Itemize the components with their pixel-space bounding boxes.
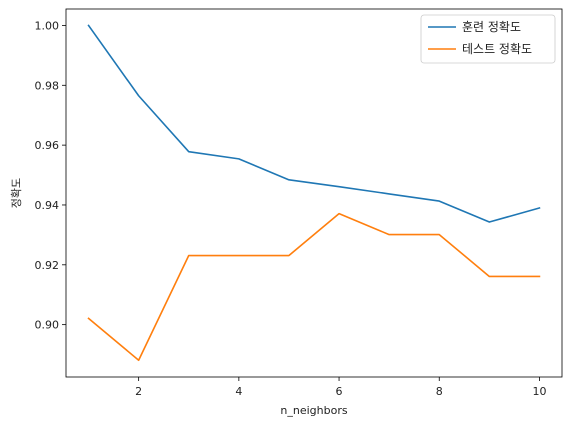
legend-label-test: 테스트 정확도 — [462, 42, 532, 56]
series-line-train — [87, 24, 541, 223]
axes-layer: 2 4 6 8 10 0.90 0.92 0.94 0.96 0.98 1.00 — [35, 19, 547, 398]
x-tick-label: 8 — [436, 385, 443, 398]
y-tick-label: 0.90 — [35, 319, 60, 332]
series-line-test — [87, 212, 541, 362]
y-tick-label: 0.96 — [35, 139, 60, 152]
y-tick-label: 1.00 — [35, 19, 60, 32]
x-tick-label: 4 — [235, 385, 242, 398]
x-tick-label: 6 — [336, 385, 343, 398]
y-tick-label: 0.98 — [35, 79, 60, 92]
y-tick-label: 0.92 — [35, 259, 60, 272]
series-layer — [87, 24, 541, 362]
legend: 훈련 정확도 테스트 정확도 — [420, 14, 556, 64]
legend-label-train: 훈련 정확도 — [462, 20, 521, 34]
y-axis-label: 정확도 — [10, 178, 23, 208]
plot-area — [66, 9, 562, 377]
plot-frame — [65, 8, 563, 378]
x-tick-label: 10 — [532, 385, 546, 398]
x-tick-label: 2 — [135, 385, 142, 398]
y-tick-label: 0.94 — [35, 199, 60, 212]
x-axis-label: n_neighbors — [280, 404, 347, 417]
